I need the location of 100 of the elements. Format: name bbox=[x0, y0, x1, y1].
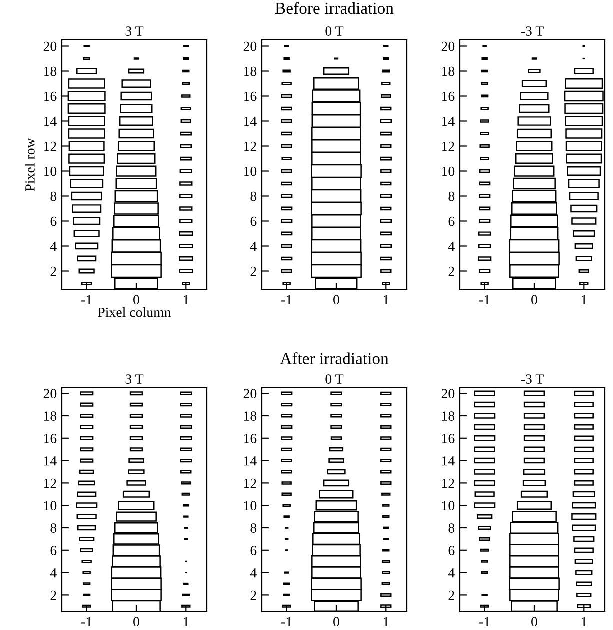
y-tick-label: 14 bbox=[44, 116, 57, 126]
y-tick-label: 16 bbox=[44, 92, 57, 102]
bar bbox=[281, 169, 292, 174]
bar bbox=[68, 154, 106, 164]
bar bbox=[280, 232, 293, 236]
bar bbox=[480, 120, 490, 123]
x-tick-label: -1 bbox=[282, 295, 292, 304]
bar bbox=[474, 390, 496, 396]
bar bbox=[71, 192, 102, 201]
y-tick-label: 6 bbox=[250, 216, 257, 226]
bar bbox=[76, 514, 97, 520]
y-tick-label: 20 bbox=[442, 42, 455, 52]
bar bbox=[122, 490, 150, 498]
y-tick-label: 14 bbox=[442, 456, 455, 466]
bar bbox=[79, 536, 95, 542]
y-tick-label: 8 bbox=[448, 524, 455, 533]
bar bbox=[380, 194, 392, 198]
bar bbox=[574, 458, 594, 464]
y-tick-label: 6 bbox=[448, 546, 455, 556]
y-tick-label: 8 bbox=[250, 524, 257, 533]
bar bbox=[576, 570, 593, 576]
bar bbox=[574, 548, 594, 554]
bar bbox=[380, 119, 392, 124]
y-axis-title: Pixel row bbox=[25, 138, 35, 192]
y-tick-label: 16 bbox=[442, 92, 455, 102]
x-tick-label: 1 bbox=[384, 295, 389, 304]
x-tick-label: 0 bbox=[134, 617, 140, 627]
bar bbox=[577, 604, 591, 608]
bar bbox=[480, 132, 490, 136]
y-tick-label: 6 bbox=[50, 216, 57, 226]
bar bbox=[180, 169, 192, 174]
bar bbox=[281, 119, 292, 124]
bar bbox=[478, 232, 492, 236]
bar bbox=[474, 469, 496, 475]
y-tick-label: 12 bbox=[442, 142, 454, 152]
bar bbox=[474, 446, 496, 452]
chart-title: 0 T bbox=[326, 26, 344, 36]
bar bbox=[80, 448, 94, 452]
bar bbox=[572, 502, 596, 509]
bar bbox=[382, 82, 391, 86]
y-tick-label: 4 bbox=[50, 242, 57, 252]
bar bbox=[576, 593, 592, 598]
bar bbox=[569, 192, 599, 200]
y-tick-label: 18 bbox=[44, 412, 57, 421]
bar bbox=[380, 132, 392, 136]
bar bbox=[180, 448, 192, 452]
bar bbox=[380, 593, 392, 597]
bar bbox=[68, 78, 106, 89]
bar bbox=[574, 424, 594, 430]
y-tick-label: 20 bbox=[44, 389, 57, 399]
y-tick-label: 16 bbox=[244, 92, 257, 102]
x-tick-label: 0 bbox=[532, 295, 538, 305]
text: After irradiation bbox=[280, 352, 389, 364]
bar bbox=[474, 413, 496, 419]
bar bbox=[180, 182, 193, 186]
chart-title: -3 T bbox=[521, 26, 544, 36]
bar bbox=[80, 436, 94, 440]
bar bbox=[480, 157, 490, 160]
bar bbox=[280, 392, 293, 396]
bar bbox=[570, 204, 598, 213]
bar bbox=[576, 582, 592, 586]
x-tick-label: 1 bbox=[184, 295, 189, 304]
bar bbox=[70, 179, 104, 188]
bar bbox=[179, 244, 194, 248]
bar bbox=[282, 492, 292, 496]
bar bbox=[179, 269, 194, 274]
y-tick-label: 18 bbox=[442, 66, 455, 76]
bar bbox=[179, 232, 194, 236]
bar bbox=[568, 179, 600, 188]
bar bbox=[516, 128, 552, 139]
bar bbox=[574, 402, 594, 408]
y-tick-label: 2 bbox=[50, 266, 56, 276]
bar bbox=[180, 119, 192, 124]
bar bbox=[180, 194, 193, 198]
x-tick-label: 0 bbox=[334, 617, 340, 627]
chart-title: 3 T bbox=[126, 374, 144, 384]
bar bbox=[179, 256, 194, 261]
bar bbox=[474, 435, 496, 442]
bar bbox=[380, 403, 392, 407]
text: Before irradiation bbox=[276, 2, 394, 14]
y-tick-label: 16 bbox=[244, 434, 257, 444]
bar bbox=[180, 156, 192, 161]
x-tick-label: 1 bbox=[184, 617, 189, 626]
x-tick-label: 0 bbox=[134, 295, 140, 305]
chart-title: 0 T bbox=[326, 374, 344, 384]
bar bbox=[478, 219, 491, 224]
y-tick-label: 18 bbox=[244, 412, 257, 421]
x-tick-label: -1 bbox=[480, 617, 490, 626]
y-tick-label: 18 bbox=[442, 412, 455, 421]
y-tick-label: 4 bbox=[250, 568, 257, 578]
bar bbox=[180, 436, 192, 440]
y-tick-label: 4 bbox=[448, 242, 455, 252]
y-tick-label: 16 bbox=[442, 434, 455, 444]
bar bbox=[180, 425, 192, 430]
bar bbox=[80, 425, 94, 430]
y-tick-label: 12 bbox=[44, 478, 56, 488]
y-tick-label: 12 bbox=[244, 478, 256, 488]
bar bbox=[78, 525, 96, 531]
bar bbox=[574, 469, 594, 475]
bar bbox=[380, 269, 392, 274]
